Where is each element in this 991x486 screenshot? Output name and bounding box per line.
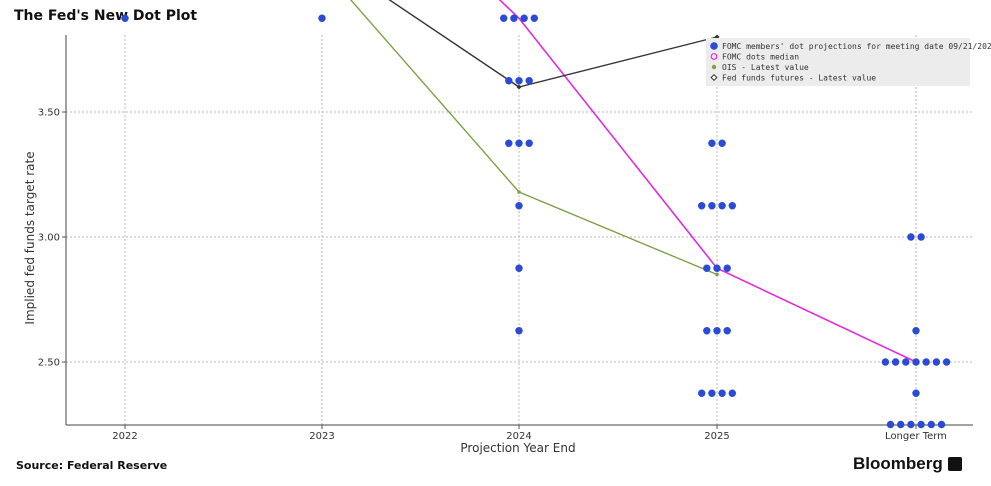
brand-wordmark: Bloomberg bbox=[853, 454, 943, 473]
fomc-dot bbox=[718, 139, 726, 147]
fomc-dot bbox=[510, 14, 518, 22]
series-point-ois bbox=[517, 190, 521, 194]
series-layer bbox=[349, 0, 917, 363]
fomc-dot bbox=[907, 420, 915, 429]
fomc-dot bbox=[937, 420, 946, 429]
fomc-dot bbox=[927, 420, 935, 429]
legend-dot-icon bbox=[710, 42, 718, 50]
fomc-dot bbox=[708, 139, 716, 147]
legend: FOMC members' dot projections for meetin… bbox=[706, 38, 991, 86]
legend-label: FOMC members' dot projections for meetin… bbox=[722, 42, 991, 51]
x-tick-label: 2024 bbox=[506, 431, 531, 442]
x-tick-label: Longer Term bbox=[885, 431, 947, 442]
y-tick-label: 3.00 bbox=[38, 233, 60, 244]
fomc-dot bbox=[698, 389, 706, 397]
fomc-dot bbox=[520, 14, 528, 22]
fomc-dot bbox=[505, 139, 513, 147]
fomc-dot bbox=[703, 327, 711, 335]
fomc-dot bbox=[891, 358, 900, 366]
fomc-dot bbox=[515, 77, 523, 85]
brand-logo: Bloomberg bbox=[853, 454, 962, 474]
fomc-dot bbox=[942, 358, 951, 366]
fomc-dot bbox=[728, 202, 736, 210]
fomc-dot bbox=[708, 202, 716, 210]
fomc-dot bbox=[881, 358, 890, 366]
fomc-dot bbox=[515, 202, 523, 210]
dots-layer bbox=[121, 14, 951, 429]
fomc-dot bbox=[932, 358, 941, 366]
axis-layer: 2.503.003.504.004.505.002022202320242025… bbox=[38, 35, 973, 442]
fomc-dot bbox=[698, 202, 706, 210]
x-axis-title: Projection Year End bbox=[460, 441, 575, 455]
fomc-dot bbox=[713, 264, 721, 272]
fomc-dot bbox=[728, 389, 736, 397]
x-tick-label: 2022 bbox=[112, 431, 137, 442]
fomc-dot bbox=[902, 358, 910, 366]
legend-median-icon bbox=[710, 53, 718, 60]
source-note: Source: Federal Reserve bbox=[16, 459, 168, 472]
fomc-dot bbox=[886, 420, 895, 429]
fomc-dot bbox=[897, 420, 905, 429]
fomc-dot bbox=[912, 358, 920, 366]
fomc-dot bbox=[500, 14, 508, 22]
fomc-dot bbox=[121, 14, 129, 22]
grid-layer bbox=[66, 35, 973, 425]
fomc-dot bbox=[530, 14, 538, 22]
legend-label: FOMC dots median bbox=[722, 53, 799, 62]
x-tick-label: 2025 bbox=[704, 431, 729, 442]
brand-icon bbox=[947, 457, 962, 471]
fomc-dot bbox=[525, 77, 533, 85]
legend-label: OIS - Latest value bbox=[722, 63, 809, 72]
fomc-dot bbox=[515, 139, 523, 147]
fomc-dot bbox=[718, 389, 726, 397]
fomc-dot bbox=[318, 14, 326, 22]
series-line-ois bbox=[349, 0, 718, 276]
legend-box bbox=[706, 38, 970, 86]
legend-futures-icon bbox=[710, 73, 718, 82]
y-axis-title: Implied fed funds target rate bbox=[23, 151, 37, 324]
fomc-dot bbox=[917, 420, 925, 429]
fomc-dot bbox=[505, 77, 513, 85]
series-line-median bbox=[498, 0, 917, 363]
fomc-dot bbox=[917, 233, 925, 241]
fomc-dot bbox=[912, 389, 920, 397]
y-tick-label: 3.50 bbox=[38, 108, 60, 119]
legend-ois-icon bbox=[711, 64, 717, 70]
fomc-dot bbox=[525, 139, 533, 147]
fomc-dot bbox=[723, 264, 731, 272]
fomc-dot bbox=[912, 327, 920, 335]
fomc-dot bbox=[515, 264, 523, 272]
legend-label: Fed funds futures - Latest value bbox=[722, 74, 876, 83]
chart-title: The Fed's New Dot Plot bbox=[14, 8, 198, 24]
fomc-dot bbox=[708, 389, 716, 397]
series-point-ois bbox=[715, 272, 719, 277]
y-tick-label: 2.50 bbox=[38, 358, 60, 369]
fomc-dot bbox=[703, 264, 711, 272]
fomc-dot bbox=[713, 327, 721, 335]
x-tick-label: 2023 bbox=[309, 431, 334, 442]
fomc-dot bbox=[718, 202, 726, 210]
fomc-dot bbox=[907, 233, 915, 241]
fomc-dot bbox=[922, 358, 930, 366]
series-line-futures bbox=[388, 0, 718, 88]
fomc-dot bbox=[515, 327, 523, 335]
fomc-dot bbox=[723, 327, 731, 335]
